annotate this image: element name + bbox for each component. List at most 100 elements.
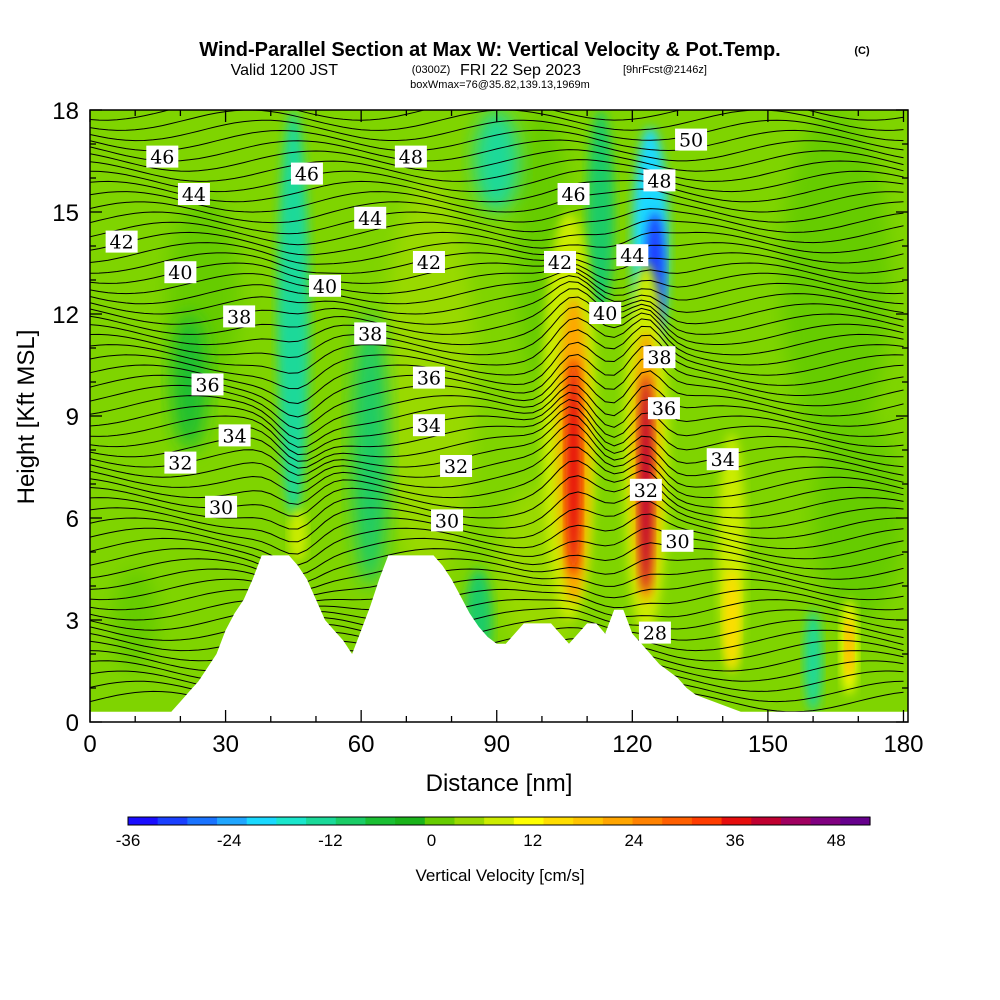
theta-contour-label-box [440,455,473,477]
colorbar-swatch [128,817,159,825]
theta-contour-label-box [218,424,251,447]
theta-contour-label-box [354,206,387,229]
theta-contour-label-text: 36 [417,368,441,390]
theta-contour-label-box [589,302,622,324]
theta-contour-line [90,578,904,602]
theta-contour-line [90,179,904,203]
colorbar-tick-label: -24 [217,831,242,850]
colorbar: -36 -24 -12 0 12 24 36 48 [116,816,871,850]
colorbar-tick-label: -12 [318,831,343,850]
chart-subtitle-box: boxWmax=76@35.82,139.13,1969m [410,79,590,91]
colorbar-frame [127,816,871,826]
contour-labels: 4644424038363432304644403848423634323046… [105,128,739,645]
theta-contour-label: 38 [354,322,387,345]
theta-contour-label-box [290,162,323,185]
chart-subtitle-utc: (0300Z) [412,64,451,76]
colorbar-swatch [691,817,723,825]
colorbar-swatch [424,817,456,825]
theta-contour-line [90,384,904,448]
theta-contour-label-box [638,621,671,644]
y-tick-label: 6 [66,506,79,533]
theta-contour-label-box [164,451,197,474]
theta-contour-label-text: 34 [417,415,441,437]
theta-contour-label-box [629,478,662,501]
y-tick-label: 18 [52,98,79,125]
y-tick-label: 9 [66,404,79,431]
theta-contour-line [90,275,904,315]
theta-contour-line [90,557,904,591]
theta-contour-label-text: 30 [209,497,233,519]
theta-contour-line [90,527,904,576]
theta-contour-label: 50 [675,128,708,152]
theta-contour-label: 30 [205,495,238,519]
theta-contour-label-box [394,145,427,168]
theta-contour-label: 46 [557,183,590,206]
theta-contour-label-text: 50 [679,130,703,152]
theta-contour-label-text: 48 [647,170,671,192]
colorbar-swatch [157,817,188,825]
theta-contour-line [90,588,904,611]
colorbar-swatch [187,817,218,825]
theta-contour-label-box [105,230,138,253]
theta-contour-label: 36 [191,373,224,396]
theta-contour-label-box [544,251,577,273]
theta-contour-label: 40 [589,302,622,325]
field-weak-descent [804,609,823,712]
theta-contour-line [90,159,904,182]
theta-contour-label: 36 [647,397,680,420]
theta-contour-label-box [223,305,256,328]
theta-contour-label-text: 44 [358,208,382,230]
y-tick-label: 12 [52,302,79,329]
colorbar-swatch [662,817,693,825]
theta-contour-label-text: 32 [444,456,468,478]
colorbar-swatch [543,817,574,825]
theta-contour-line [90,598,904,621]
theta-contour-line [90,334,904,405]
theta-contour-line [90,325,904,390]
theta-contour-label: 42 [544,251,577,274]
theta-contour-label-box [354,322,387,345]
theta-contour-line [90,500,904,555]
theta-contour-label: 46 [146,145,179,169]
theta-contour-label: 30 [661,529,694,553]
theta-contour-line [90,414,904,476]
theta-contour-label: 30 [431,509,464,532]
theta-contour-label: 42 [105,230,138,254]
theta-contour-line [90,391,904,456]
theta-contour-line [90,252,904,274]
colorbar-swatch [573,817,604,825]
theta-contour-line [90,219,904,246]
theta-contour-line [90,262,904,284]
theta-contour-label-text: 42 [548,252,572,274]
theta-contour-label: 40 [309,274,342,298]
theta-contour-label-box [412,251,445,273]
theta-contour-label-box [647,397,680,420]
colorbar-swatch [306,817,337,825]
theta-contour-label-text: 48 [399,147,423,169]
theta-contour-label: 34 [412,414,445,437]
theta-contour-line [90,475,904,530]
field-weak-ascent [813,416,904,620]
field-weak-descent [171,314,208,450]
theta-contour-line [90,607,904,631]
theta-contour-label-text: 34 [223,425,247,447]
colorbar-swatch [276,817,307,825]
theta-contour-label-text: 28 [643,623,667,645]
colorbar-tick-label: -36 [116,831,141,850]
theta-contour-label-box [661,529,694,552]
theta-contour-line [90,266,904,295]
theta-contour-line [90,208,904,235]
x-tick-label: 30 [212,731,239,758]
y-tick-label: 15 [52,200,79,227]
theta-contour-line [90,489,904,543]
theta-contour-label-text: 46 [561,184,585,206]
colorbar-tick-label: 12 [523,831,542,850]
theta-contour-label: 32 [440,455,473,478]
theta-contour-label-box [412,414,445,437]
theta-contour-label: 48 [394,145,427,169]
chart-subtitle-date: FRI 22 Sep 2023 [460,62,581,79]
y-tick-label: 0 [66,710,79,737]
chart-title: Wind-Parallel Section at Max W: Vertical… [199,39,780,61]
colorbar-swatch [840,817,871,825]
